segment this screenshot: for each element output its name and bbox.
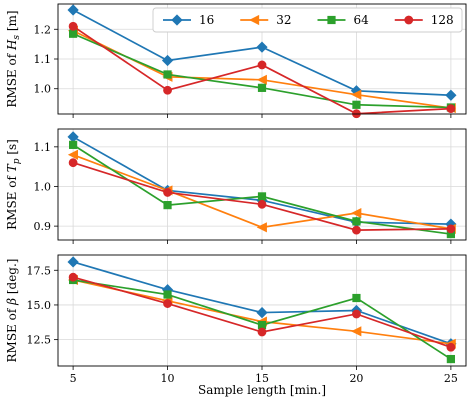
legend-label-16: 16 bbox=[199, 13, 214, 27]
y-tick-label: 1.1 bbox=[34, 141, 52, 154]
data-point-64 bbox=[257, 192, 267, 201]
legend-marker-32 bbox=[248, 14, 260, 26]
data-point-32 bbox=[351, 207, 362, 219]
data-point-64 bbox=[163, 201, 172, 210]
y-tick-label: 1.0 bbox=[34, 180, 52, 193]
y-tick-label: 1.1 bbox=[34, 53, 52, 66]
data-point-16 bbox=[445, 89, 457, 101]
data-point-16 bbox=[256, 41, 268, 53]
y-tick-label: 17.5 bbox=[27, 264, 52, 277]
data-point-16 bbox=[67, 131, 79, 143]
data-point-16 bbox=[67, 256, 79, 268]
data-point-128 bbox=[257, 199, 267, 209]
data-point-64 bbox=[352, 293, 361, 303]
data-point-128 bbox=[257, 60, 267, 70]
x-tick-label: 20 bbox=[349, 372, 363, 385]
data-point-64 bbox=[69, 140, 78, 149]
axes-frame bbox=[57, 254, 467, 367]
y-tick-label: 15.0 bbox=[27, 299, 52, 312]
data-point-128 bbox=[446, 104, 456, 114]
y-axis-label: RMSE of Tp [s] bbox=[5, 139, 22, 230]
data-point-128 bbox=[352, 309, 361, 319]
data-point-16 bbox=[256, 306, 268, 319]
x-tick-label: 25 bbox=[444, 372, 458, 385]
y-tick-label: 0.9 bbox=[34, 220, 52, 233]
y-tick-label: 1.0 bbox=[34, 83, 52, 96]
axes-frame bbox=[57, 128, 467, 241]
data-point-128 bbox=[446, 224, 456, 234]
data-point-16 bbox=[161, 54, 174, 67]
data-point-128 bbox=[68, 272, 78, 282]
data-point-32 bbox=[256, 74, 267, 85]
panel-1: 1.0 1.1 1.2 RMSE of Hs [m] bbox=[5, 3, 467, 119]
data-point-128 bbox=[163, 299, 172, 308]
x-tick-label: 15 bbox=[255, 372, 269, 385]
legend-label-128: 128 bbox=[431, 13, 454, 27]
data-point-64 bbox=[69, 29, 78, 38]
y-tick-label: 12.5 bbox=[27, 334, 52, 347]
y-axis-label: RMSE of Hs [m] bbox=[5, 10, 22, 107]
x-axis-label: Sample length [min.] bbox=[198, 383, 326, 397]
data-point-64 bbox=[257, 83, 267, 92]
data-point-128 bbox=[68, 158, 78, 168]
x-tick-label: 5 bbox=[70, 372, 77, 385]
legend-marker-16 bbox=[171, 14, 183, 26]
y-axis-label: RMSE of β [deg.] bbox=[5, 258, 19, 362]
data-point-16 bbox=[67, 4, 79, 16]
data-point-32 bbox=[351, 326, 362, 337]
data-point-128 bbox=[163, 188, 172, 197]
legend-box bbox=[152, 7, 463, 33]
data-point-64 bbox=[446, 354, 455, 364]
x-tick-label: 10 bbox=[161, 372, 175, 385]
data-point-64 bbox=[352, 217, 361, 226]
data-point-32 bbox=[67, 149, 79, 160]
data-point-32 bbox=[351, 89, 362, 100]
data-point-128 bbox=[68, 21, 78, 31]
legend-marker-64 bbox=[327, 15, 336, 25]
data-point-128 bbox=[163, 85, 172, 95]
legend-marker-128 bbox=[404, 15, 414, 25]
data-point-64 bbox=[163, 290, 172, 299]
data-point-128 bbox=[257, 327, 267, 337]
data-point-128 bbox=[446, 342, 456, 352]
panel-2: 0.9 1.0 1.1 RMSE of Tp [s] bbox=[5, 128, 467, 244]
data-point-32 bbox=[256, 222, 267, 233]
legend-label-32: 32 bbox=[276, 13, 291, 27]
data-point-64 bbox=[352, 100, 361, 109]
panel-3: 12.5 15.0 17.5 5 10 15 20 25 RMSE of β [deg.] bbox=[5, 254, 467, 385]
legend: 16 32 64 128 bbox=[152, 7, 463, 33]
y-tick-label: 1.2 bbox=[34, 23, 52, 36]
data-point-64 bbox=[163, 70, 172, 79]
data-point-128 bbox=[352, 225, 361, 235]
legend-label-64: 64 bbox=[354, 13, 370, 27]
axes-frame bbox=[57, 3, 467, 115]
